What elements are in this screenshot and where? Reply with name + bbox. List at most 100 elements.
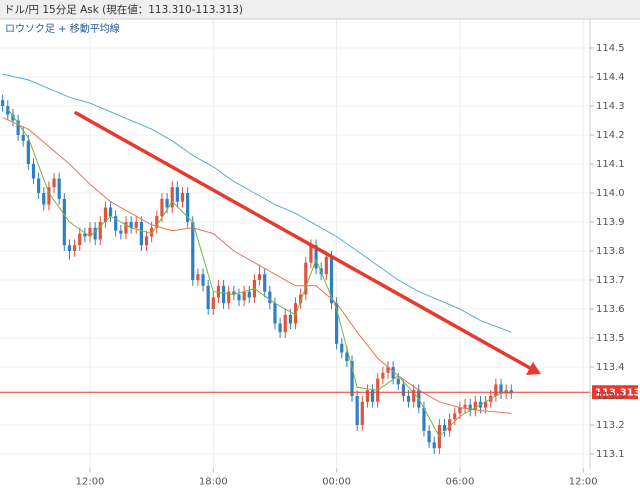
candle-body bbox=[509, 390, 513, 394]
candle-body bbox=[221, 285, 226, 304]
candle-body bbox=[499, 384, 503, 394]
candle-body bbox=[401, 384, 406, 396]
trend-line bbox=[74, 111, 532, 370]
y-tick-label: 113.3 bbox=[596, 391, 625, 402]
candle-body bbox=[268, 291, 272, 304]
candle-body bbox=[83, 233, 87, 237]
candle-body bbox=[16, 120, 20, 135]
arrow-head bbox=[526, 362, 541, 375]
candle-body bbox=[42, 193, 46, 205]
y-tick-label: 113.7 bbox=[596, 275, 625, 286]
candle-body bbox=[108, 207, 113, 217]
candle-body bbox=[134, 222, 138, 228]
candle-body bbox=[98, 222, 102, 240]
marks bbox=[1, 73, 513, 454]
x-tick-label: 12:00 bbox=[76, 477, 105, 488]
candle-body bbox=[1, 100, 5, 106]
candle-body bbox=[47, 187, 51, 205]
candle-body bbox=[37, 178, 41, 193]
x-tick-label: 00:00 bbox=[322, 477, 351, 488]
candle-body bbox=[160, 198, 164, 217]
candle-body bbox=[432, 442, 436, 449]
candle-body bbox=[186, 193, 190, 222]
current-price-label: 113.313 bbox=[595, 388, 640, 399]
candle-body bbox=[180, 193, 185, 202]
candle-body bbox=[355, 396, 359, 425]
candle-body bbox=[114, 216, 118, 231]
y-tick-label: 113.6 bbox=[596, 304, 625, 315]
candle-body bbox=[11, 114, 15, 121]
candle-body bbox=[237, 294, 241, 301]
candle-body bbox=[119, 230, 123, 234]
candle-body bbox=[453, 413, 457, 420]
moving-average-line bbox=[2, 73, 512, 333]
candle-body bbox=[21, 135, 25, 141]
y-tick-label: 113.2 bbox=[596, 420, 625, 431]
candle-body bbox=[273, 303, 277, 324]
candle-body bbox=[263, 274, 267, 292]
candle-body bbox=[340, 343, 344, 353]
candle-body bbox=[494, 384, 498, 396]
candle-body bbox=[31, 164, 36, 179]
candle-body bbox=[247, 291, 251, 298]
candle-body bbox=[473, 401, 477, 411]
candle-body bbox=[345, 352, 349, 362]
candle-body bbox=[314, 245, 318, 269]
candle-body bbox=[216, 285, 221, 298]
candle-body bbox=[442, 425, 447, 431]
header-bar bbox=[0, 0, 640, 19]
candle-body bbox=[484, 401, 488, 408]
candle-body bbox=[52, 178, 56, 188]
candle-body bbox=[370, 390, 375, 402]
candle-body bbox=[227, 291, 231, 304]
candle-body bbox=[201, 274, 205, 286]
candle-body bbox=[139, 222, 143, 246]
x-tick-label: 12:00 bbox=[569, 477, 598, 488]
candle-body bbox=[329, 256, 334, 304]
candle-body bbox=[381, 372, 385, 379]
current-price-tag bbox=[592, 385, 638, 400]
candle-body bbox=[365, 390, 370, 402]
candle-body bbox=[93, 227, 97, 240]
candle-body bbox=[211, 297, 215, 309]
candle-body bbox=[124, 222, 128, 234]
candle-body bbox=[293, 303, 298, 324]
candle-body bbox=[304, 262, 308, 295]
trend-arrow bbox=[74, 111, 541, 375]
candle-body bbox=[335, 303, 339, 344]
candle-body bbox=[283, 314, 287, 333]
candle-body bbox=[504, 390, 508, 394]
candle-body bbox=[196, 274, 200, 280]
candle-body bbox=[391, 367, 395, 379]
candle-body bbox=[309, 245, 313, 263]
candle-body bbox=[206, 285, 210, 309]
candle-body bbox=[62, 198, 66, 246]
candle-body bbox=[78, 233, 82, 246]
candle-body bbox=[406, 396, 411, 402]
y-tick-label: 113.9 bbox=[596, 217, 625, 228]
candle-body bbox=[396, 378, 400, 385]
x-tick-label: 06:00 bbox=[446, 477, 475, 488]
y-tick-label: 114.3 bbox=[596, 101, 625, 112]
candle-body bbox=[165, 198, 169, 208]
candle-body bbox=[324, 256, 328, 275]
candle-body bbox=[26, 140, 30, 164]
candle-body bbox=[386, 367, 390, 373]
candle-body bbox=[72, 245, 77, 251]
moving-average-line bbox=[7, 108, 512, 438]
candle-body bbox=[155, 216, 159, 228]
candle-body bbox=[232, 291, 236, 295]
candle-body bbox=[463, 404, 467, 408]
y-tick-label: 114.2 bbox=[596, 130, 625, 141]
candle-body bbox=[150, 227, 154, 237]
candle-body bbox=[257, 274, 262, 280]
x-tick-label: 18:00 bbox=[199, 477, 228, 488]
candle-body bbox=[412, 390, 416, 402]
candle-body bbox=[288, 314, 292, 324]
candle-body bbox=[191, 222, 195, 280]
candle-body bbox=[299, 294, 303, 304]
y-tick-label: 113.8 bbox=[596, 246, 625, 257]
chart-subtitle: ロウソク足 + 移動平均線 bbox=[5, 22, 120, 35]
